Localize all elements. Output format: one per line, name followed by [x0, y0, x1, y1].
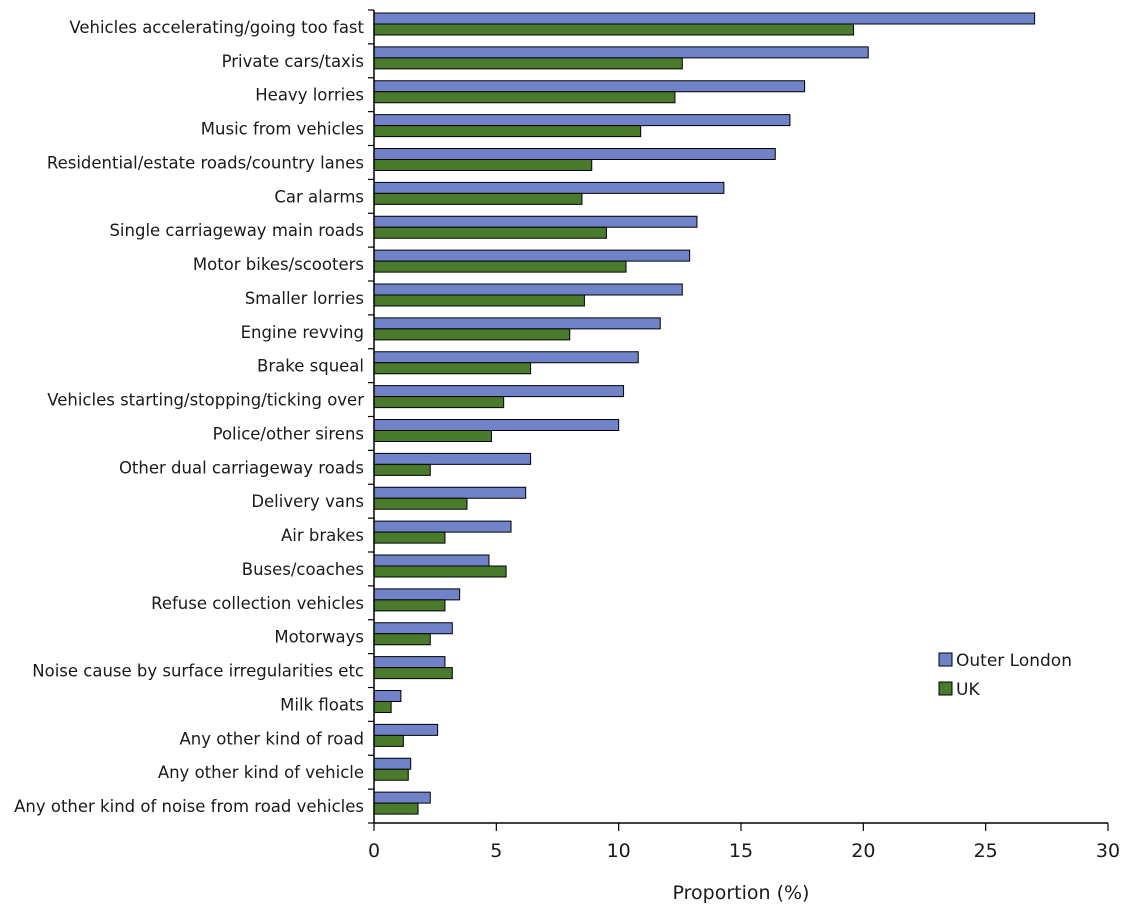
- category-label: Noise cause by surface irregularities et…: [32, 662, 364, 681]
- bar-uk: [373, 294, 585, 307]
- category-labels: Vehicles accelerating/going too fast Priv…: [14, 18, 364, 816]
- x-tick-label: 30: [1096, 840, 1120, 862]
- bar-outer-london: [373, 791, 431, 804]
- bar-uk: [373, 396, 505, 409]
- legend: Outer London UK: [938, 651, 1072, 700]
- category-label: Music from vehicles: [201, 120, 364, 139]
- category-label: Vehicles accelerating/going too fast: [69, 18, 364, 37]
- bar-outer-london: [373, 690, 402, 702]
- bar-uk: [373, 802, 419, 815]
- bar-outer-london: [373, 114, 791, 127]
- bar-uk: [373, 565, 507, 578]
- bar-outer-london: [373, 46, 869, 59]
- x-axis-title: Proportion (%): [673, 882, 810, 904]
- bar-outer-london: [373, 588, 461, 601]
- bar-uk: [373, 734, 404, 747]
- category-label: Delivery vans: [251, 492, 364, 511]
- bar-outer-london: [373, 12, 1036, 25]
- category-label: Single carriageway main roads: [109, 221, 364, 240]
- bar-uk: [373, 192, 583, 205]
- bar-outer-london: [373, 80, 806, 93]
- category-label: Smaller lorries: [245, 289, 364, 308]
- category-label: Any other kind of vehicle: [158, 763, 364, 782]
- bars-group: [368, 9, 1036, 824]
- bar-outer-london: [373, 554, 490, 567]
- bar-outer-london: [373, 757, 412, 770]
- bar-uk: [373, 362, 532, 375]
- category-label: Brake squeal: [257, 357, 364, 376]
- bar-outer-london: [373, 419, 620, 431]
- bar-outer-london: [373, 283, 683, 296]
- bar-outer-london: [373, 452, 532, 465]
- category-label: Any other kind of noise from road vehicl…: [14, 797, 364, 816]
- legend-label-uk: UK: [956, 680, 980, 700]
- bar-outer-london: [373, 148, 776, 160]
- bar-outer-london: [373, 656, 446, 669]
- bar-outer-london: [373, 622, 453, 635]
- category-label: Heavy lorries: [255, 86, 364, 105]
- category-label: Car alarms: [274, 187, 364, 206]
- x-axis-ticks: 0 5 10 15 20 25 30: [368, 823, 1120, 862]
- bar-uk: [373, 463, 431, 476]
- x-tick-label: 20: [851, 840, 875, 862]
- bar-outer-london: [373, 181, 725, 194]
- bar-outer-london: [373, 486, 527, 499]
- category-label: Vehicles starting/stopping/ticking over: [47, 391, 364, 410]
- bar-uk: [373, 667, 453, 680]
- bar-uk: [373, 23, 855, 36]
- bar-uk: [373, 633, 431, 646]
- bar-outer-london: [373, 385, 625, 398]
- bar-uk: [373, 91, 676, 104]
- bar-uk: [373, 531, 446, 544]
- bar-uk: [373, 226, 607, 239]
- category-label: Motor bikes/scooters: [193, 255, 364, 274]
- x-tick-label: 25: [974, 840, 998, 862]
- x-tick-label: 15: [729, 840, 753, 862]
- bar-outer-london: [373, 351, 639, 364]
- bar-outer-london: [373, 520, 512, 533]
- bar-outer-london: [373, 317, 661, 330]
- bar-uk: [373, 768, 409, 781]
- category-label: Motorways: [274, 628, 364, 647]
- category-label: Private cars/taxis: [222, 52, 364, 71]
- bar-uk: [373, 430, 492, 442]
- bar-outer-london: [373, 249, 691, 262]
- category-label: Buses/coaches: [242, 560, 364, 579]
- bar-outer-london: [373, 215, 698, 228]
- bar-uk: [373, 701, 392, 713]
- category-label: Refuse collection vehicles: [151, 594, 364, 613]
- x-tick-label: 5: [490, 840, 502, 862]
- bar-outer-london: [373, 723, 439, 736]
- category-label: Any other kind of road: [179, 729, 364, 748]
- legend-swatch-outer-london: [938, 652, 953, 667]
- x-tick-label: 0: [368, 840, 380, 862]
- bar-uk: [373, 497, 468, 510]
- category-label: Other dual carriageway roads: [119, 458, 364, 477]
- bar-uk: [373, 328, 571, 341]
- legend-swatch-uk: [938, 681, 953, 696]
- bar-uk: [373, 125, 642, 138]
- bar-uk: [373, 159, 593, 171]
- legend-label-outer-london: Outer London: [956, 651, 1072, 671]
- bar-uk: [373, 599, 446, 612]
- bar-uk: [373, 260, 627, 273]
- category-label: Milk floats: [280, 695, 364, 714]
- x-tick-label: 10: [607, 840, 631, 862]
- category-label: Engine revving: [241, 323, 364, 342]
- category-label: Air brakes: [281, 526, 364, 545]
- bar-uk: [373, 57, 683, 70]
- category-label: Residential/estate roads/country lanes: [47, 153, 364, 172]
- category-label: Police/other sirens: [213, 424, 364, 443]
